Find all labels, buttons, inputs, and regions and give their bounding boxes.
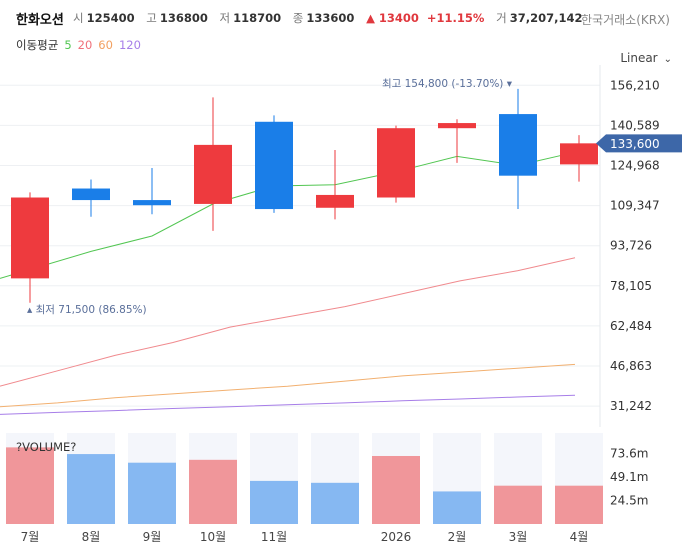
volume-bar bbox=[250, 480, 298, 524]
high-value: 136800 bbox=[159, 11, 208, 25]
max-price-label: 최고 154,800 (-13.70%) ▾ bbox=[382, 78, 513, 90]
volume-tick-label: 73.6m bbox=[610, 446, 648, 460]
chevron-down-icon: ⌄ bbox=[663, 54, 672, 65]
x-axis-label: 11월 bbox=[261, 530, 287, 544]
volume-bar bbox=[372, 455, 420, 524]
candle-body bbox=[255, 121, 293, 210]
candle-body bbox=[499, 114, 537, 176]
candle bbox=[194, 97, 232, 231]
candle-body bbox=[438, 123, 476, 129]
ma60-legend: 60 bbox=[98, 38, 113, 52]
x-axis-label: 2026 bbox=[381, 530, 412, 544]
volume-bar bbox=[494, 485, 542, 524]
low-label: 저 bbox=[219, 11, 231, 25]
scale-label: Linear bbox=[620, 51, 658, 65]
ma120-legend: 120 bbox=[118, 38, 141, 52]
volume-tick-label: 49.1m bbox=[610, 470, 648, 484]
ma20-line bbox=[0, 257, 576, 387]
candle bbox=[11, 192, 49, 303]
volume-bar bbox=[311, 482, 359, 524]
x-axis-label: 2월 bbox=[448, 530, 467, 544]
candle bbox=[255, 115, 293, 213]
volume-value: 37,207,142 bbox=[509, 11, 583, 25]
min-price-label: ▴ 최저 71,500 (86.85%) bbox=[27, 304, 147, 316]
candle-body bbox=[560, 143, 598, 165]
price-tick-label: 140,589 bbox=[610, 118, 660, 132]
ohlc-summary: 시 125400 고 136800 저 118700 종 133600 ▲ 13400 +… bbox=[73, 10, 590, 26]
open-label: 시 bbox=[73, 11, 84, 25]
x-axis-label: 8월 bbox=[82, 530, 101, 544]
high-label: 고 bbox=[146, 11, 157, 25]
price-tick-label: 78,105 bbox=[610, 279, 652, 293]
price-tick-label: 124,968 bbox=[610, 159, 660, 173]
volume-title: ?VOLUME? bbox=[16, 440, 76, 454]
open-value: 125400 bbox=[86, 11, 135, 25]
close-value: 133600 bbox=[306, 11, 355, 25]
volume-label: 거 bbox=[496, 11, 507, 25]
volume-bar bbox=[67, 454, 115, 524]
volume-bar bbox=[6, 447, 54, 524]
x-axis-label: 9월 bbox=[143, 530, 162, 544]
candle bbox=[560, 135, 598, 182]
volume-bar bbox=[555, 485, 603, 524]
candle bbox=[438, 119, 476, 163]
candle-body bbox=[194, 144, 232, 204]
ma5-legend: 5 bbox=[64, 38, 72, 52]
price-tick-label: 31,242 bbox=[610, 399, 652, 413]
price-tick-label: 93,726 bbox=[610, 239, 652, 253]
candle bbox=[377, 125, 415, 203]
price-tick-label: 109,347 bbox=[610, 199, 660, 213]
volume-bar bbox=[433, 491, 481, 524]
change-percent: +11.15% bbox=[426, 11, 485, 25]
price-tick-label: 62,484 bbox=[610, 319, 652, 333]
ma120-line bbox=[0, 394, 576, 415]
x-axis-label: 7월 bbox=[21, 530, 40, 544]
candle bbox=[72, 179, 110, 217]
candle-body bbox=[11, 197, 49, 279]
close-label: 종 bbox=[292, 11, 304, 25]
candle bbox=[316, 150, 354, 220]
volume-tick-label: 24.5m bbox=[610, 494, 648, 508]
exchange-name: 한국거래소(KRX) bbox=[581, 13, 670, 27]
last-price-label: 133,600 bbox=[610, 137, 660, 151]
price-tick-label: 156,210 bbox=[610, 78, 660, 92]
candle-body bbox=[72, 188, 110, 201]
scale-selector[interactable]: Linear ⌄ bbox=[620, 51, 672, 65]
ma60-line bbox=[0, 363, 576, 408]
change-value: ▲ 13400 bbox=[366, 11, 419, 25]
moving-average-legend[interactable]: 이동평균 5 20 60 120 bbox=[16, 37, 147, 53]
ma20-legend: 20 bbox=[77, 38, 93, 52]
quote-header: 한화오션 시 125400 고 136800 저 118700 종 133600 ▲ 1… bbox=[0, 0, 690, 36]
x-axis-label: 4월 bbox=[570, 530, 589, 544]
candle bbox=[133, 167, 171, 215]
candle-body bbox=[133, 200, 171, 206]
last-price-tag bbox=[596, 134, 682, 153]
candle-body bbox=[316, 194, 354, 208]
low-value: 118700 bbox=[233, 11, 282, 25]
candle-body bbox=[377, 128, 415, 198]
stock-title: 한화오션 bbox=[16, 13, 64, 28]
volume-bar bbox=[128, 462, 176, 524]
price-tick-label: 46,863 bbox=[610, 359, 652, 373]
ma-legend-label: 이동평균 bbox=[16, 38, 59, 52]
volume-bar bbox=[189, 459, 237, 524]
x-axis-label: 3월 bbox=[509, 530, 528, 544]
candle bbox=[499, 88, 537, 210]
x-axis-label: 10월 bbox=[200, 530, 226, 544]
